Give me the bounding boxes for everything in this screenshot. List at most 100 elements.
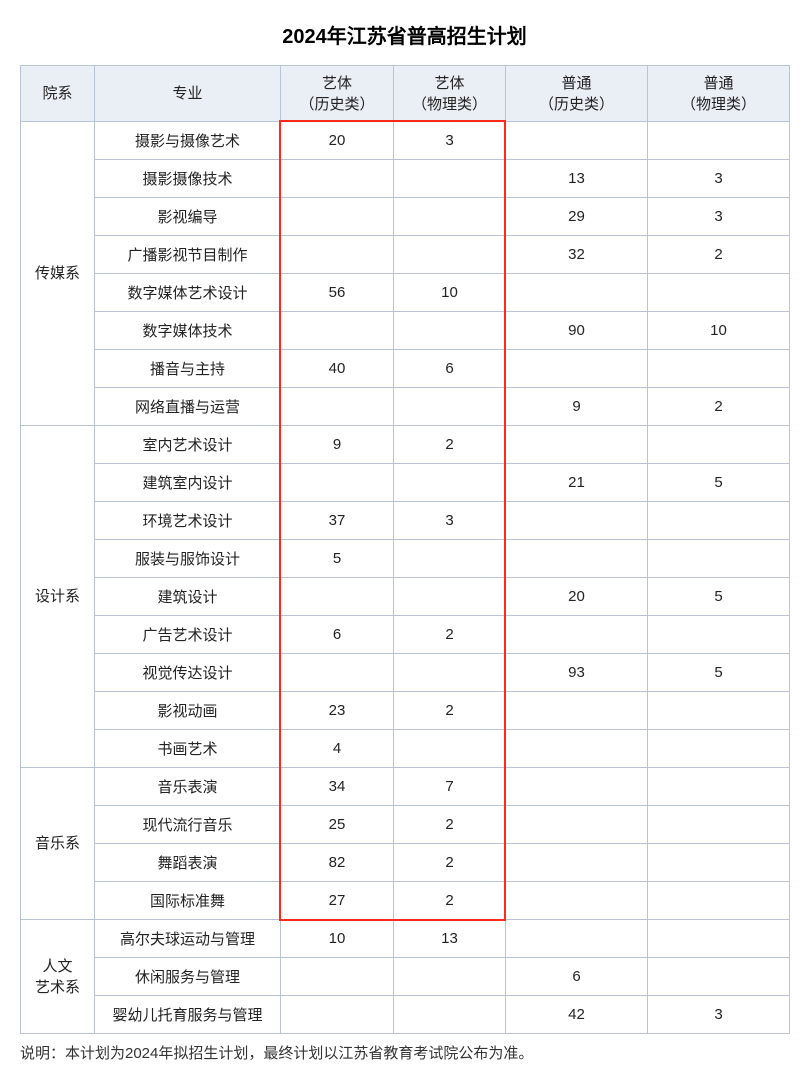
table-row: 播音与主持406 (21, 350, 790, 388)
col-header-5: 普通（物理类） (648, 66, 790, 122)
table-row: 环境艺术设计373 (21, 502, 790, 540)
value-cell (394, 236, 506, 274)
major-cell: 广告艺术设计 (95, 616, 281, 654)
table-row: 建筑室内设计215 (21, 464, 790, 502)
value-cell (281, 312, 394, 350)
value-cell: 3 (648, 996, 790, 1034)
table-row: 音乐系音乐表演347 (21, 768, 790, 806)
value-cell (394, 540, 506, 578)
table-row: 人文艺术系高尔夫球运动与管理1013 (21, 920, 790, 958)
major-cell: 服装与服饰设计 (95, 540, 281, 578)
col-header-3: 艺体（物理类） (394, 66, 506, 122)
major-cell: 国际标准舞 (95, 882, 281, 920)
value-cell (648, 844, 790, 882)
value-cell (394, 198, 506, 236)
value-cell (281, 464, 394, 502)
value-cell: 9 (281, 426, 394, 464)
table-row: 广播影视节目制作 322 (21, 236, 790, 274)
value-cell (648, 692, 790, 730)
value-cell: 40 (281, 350, 394, 388)
major-cell: 视觉传达设计 (95, 654, 281, 692)
value-cell: 5 (648, 654, 790, 692)
table-row: 现代流行音乐252 (21, 806, 790, 844)
value-cell: 3 (394, 502, 506, 540)
value-cell: 20 (281, 122, 394, 160)
value-cell: 7 (394, 768, 506, 806)
dept-cell: 设计系 (21, 426, 95, 768)
col-header-4: 普通（历史类） (506, 66, 648, 122)
value-cell: 3 (394, 122, 506, 160)
major-cell: 休闲服务与管理 (95, 958, 281, 996)
value-cell (506, 502, 648, 540)
value-cell (281, 996, 394, 1034)
page-title: 2024年江苏省普高招生计划 (20, 20, 789, 49)
table-row: 建筑设计 205 (21, 578, 790, 616)
value-cell (506, 540, 648, 578)
col-header-2: 艺体（历史类） (281, 66, 394, 122)
value-cell (506, 122, 648, 160)
value-cell (281, 654, 394, 692)
value-cell (648, 502, 790, 540)
value-cell: 2 (394, 806, 506, 844)
major-cell: 影视动画 (95, 692, 281, 730)
major-cell: 环境艺术设计 (95, 502, 281, 540)
major-cell: 婴幼儿托育服务与管理 (95, 996, 281, 1034)
value-cell (648, 350, 790, 388)
value-cell: 10 (648, 312, 790, 350)
value-cell (648, 958, 790, 996)
value-cell (506, 616, 648, 654)
footnote: 说明：本计划为2024年拟招生计划，最终计划以江苏省教育考试院公布为准。 (20, 1042, 789, 1063)
value-cell (394, 730, 506, 768)
value-cell (394, 312, 506, 350)
value-cell: 13 (394, 920, 506, 958)
major-cell: 数字媒体技术 (95, 312, 281, 350)
value-cell (648, 426, 790, 464)
value-cell (281, 236, 394, 274)
value-cell: 5 (648, 578, 790, 616)
value-cell: 6 (281, 616, 394, 654)
table-row: 舞蹈表演822 (21, 844, 790, 882)
value-cell: 10 (394, 274, 506, 312)
value-cell: 20 (506, 578, 648, 616)
value-cell: 34 (281, 768, 394, 806)
value-cell: 13 (506, 160, 648, 198)
major-cell: 广播影视节目制作 (95, 236, 281, 274)
value-cell (506, 730, 648, 768)
enrollment-table: 院系专业艺体（历史类）艺体（物理类）普通（历史类）普通（物理类） 传媒系摄影与摄… (20, 65, 790, 1034)
value-cell (281, 958, 394, 996)
col-header-1: 专业 (95, 66, 281, 122)
dept-cell: 人文艺术系 (21, 920, 95, 1034)
major-cell: 音乐表演 (95, 768, 281, 806)
value-cell (281, 160, 394, 198)
major-cell: 书画艺术 (95, 730, 281, 768)
value-cell: 3 (648, 160, 790, 198)
value-cell (394, 654, 506, 692)
table-row: 书画艺术4 (21, 730, 790, 768)
value-cell (648, 730, 790, 768)
major-cell: 室内艺术设计 (95, 426, 281, 464)
major-cell: 舞蹈表演 (95, 844, 281, 882)
value-cell (506, 882, 648, 920)
major-cell: 摄影与摄像艺术 (95, 122, 281, 160)
major-cell: 播音与主持 (95, 350, 281, 388)
value-cell: 2 (648, 236, 790, 274)
value-cell: 32 (506, 236, 648, 274)
table-row: 休闲服务与管理6 (21, 958, 790, 996)
value-cell (506, 692, 648, 730)
value-cell: 2 (648, 388, 790, 426)
value-cell: 42 (506, 996, 648, 1034)
table-row: 视觉传达设计935 (21, 654, 790, 692)
value-cell (648, 768, 790, 806)
value-cell: 23 (281, 692, 394, 730)
major-cell: 建筑设计 (95, 578, 281, 616)
value-cell (394, 958, 506, 996)
table-wrapper: 院系专业艺体（历史类）艺体（物理类）普通（历史类）普通（物理类） 传媒系摄影与摄… (20, 65, 789, 1034)
table-row: 网络直播与运营92 (21, 388, 790, 426)
value-cell (394, 578, 506, 616)
table-row: 广告艺术设计62 (21, 616, 790, 654)
value-cell: 4 (281, 730, 394, 768)
value-cell (281, 388, 394, 426)
dept-cell: 传媒系 (21, 122, 95, 426)
value-cell: 82 (281, 844, 394, 882)
major-cell: 影视编导 (95, 198, 281, 236)
